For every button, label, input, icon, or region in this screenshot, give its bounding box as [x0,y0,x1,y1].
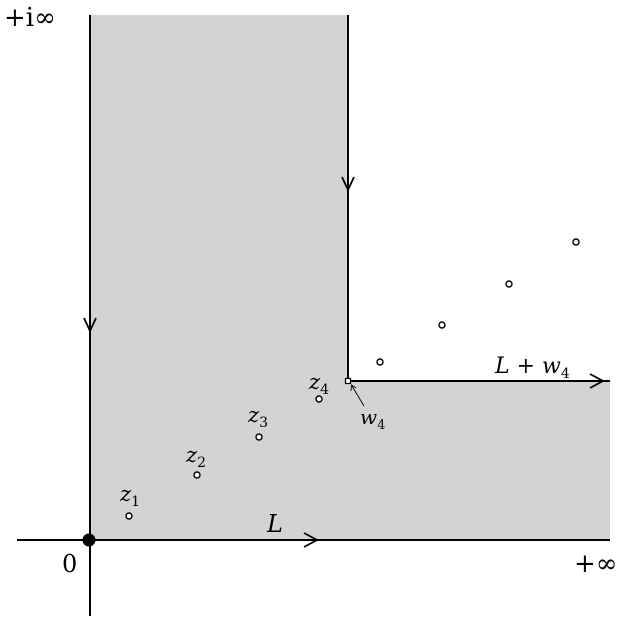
pole-z4 [315,395,323,403]
label-contour-L-shift: L + w4 [494,354,570,382]
label-z2-var: z [185,443,198,467]
label-plus-infinity: +∞ [574,549,617,579]
label-z3: z3 [247,403,268,431]
label-z4-var: z [308,370,321,394]
pole-z3 [255,433,263,441]
w4-pointer-head [350,384,357,392]
w4-pointer-line [351,385,365,407]
label-plus-i-infinity: +i∞ [4,3,56,33]
arrow-down-left [83,317,97,334]
arrow-right-L [303,532,319,548]
label-z1-var: z [119,482,132,506]
label-L-plus: L + [494,354,542,379]
label-L-sub: 4 [561,366,570,382]
label-z1: z1 [119,482,140,510]
pole-8 [572,238,580,246]
label-w4: w4 [360,405,385,433]
label-z4-sub: 4 [320,382,329,398]
label-contour-L: L [266,510,283,538]
arrow-right-shifted [589,373,605,389]
arrow-down-right [341,176,355,193]
pole-5 [376,358,384,366]
label-w4-sub: 4 [377,418,385,433]
label-z1-sub: 1 [131,494,140,510]
label-w4-var: w [360,405,377,429]
label-L-w: w [542,354,561,379]
label-z4: z4 [308,370,329,398]
label-z3-var: z [247,403,260,427]
pole-z2 [193,471,201,479]
origin-dot [82,533,96,547]
shaded-region [90,15,610,540]
pole-z1 [125,512,133,520]
label-origin: 0 [62,550,77,578]
label-z2: z2 [185,443,206,471]
pole-6 [438,321,446,329]
label-z3-sub: 3 [259,415,268,431]
label-z2-sub: 2 [197,455,206,471]
pole-7 [505,280,513,288]
w4-marker [344,377,352,385]
